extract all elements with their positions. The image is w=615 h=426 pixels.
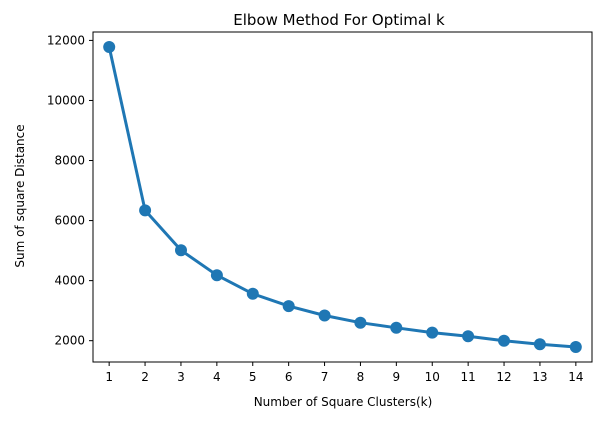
x-tick-label: 2 (141, 370, 149, 384)
data-point-k-3 (175, 244, 187, 257)
data-point-k-4 (210, 269, 223, 282)
x-tick-label: 10 (425, 370, 440, 384)
x-tick-label: 4 (213, 370, 221, 384)
y-tick-label: 10000 (47, 93, 85, 107)
y-tick-label: 8000 (54, 154, 85, 168)
data-point-k-10 (426, 326, 439, 339)
y-axis-ticks: 2000 4000 6000 8000 10000 12000 (47, 33, 93, 348)
x-tick-label: 14 (568, 370, 583, 384)
data-point-k-13 (533, 338, 546, 351)
x-tick-label: 6 (285, 370, 293, 384)
x-axis-ticks: 1 2 3 4 5 6 7 8 9 10 11 12 13 14 (105, 362, 583, 384)
x-tick-label: 3 (177, 370, 185, 384)
x-tick-label: 9 (393, 370, 401, 384)
data-point-k-6 (282, 300, 295, 313)
y-axis-label: Sum of square Distance (13, 124, 27, 267)
x-tick-label: 11 (461, 370, 476, 384)
y-tick-label: 6000 (54, 214, 85, 228)
x-tick-label: 5 (249, 370, 257, 384)
x-tick-label: 1 (105, 370, 113, 384)
x-tick-label: 13 (532, 370, 547, 384)
series-line (107, 45, 578, 349)
data-point-k-12 (498, 334, 510, 347)
plot-area-frame (92, 31, 593, 363)
y-tick-label: 12000 (47, 33, 85, 47)
y-tick-label: 2000 (54, 334, 85, 348)
x-tick-label: 7 (321, 370, 329, 384)
data-point-k-14 (569, 341, 582, 353)
series-points (103, 41, 582, 353)
x-tick-label: 8 (357, 370, 365, 384)
data-point-k-7 (318, 309, 331, 322)
data-point-k-9 (390, 321, 403, 334)
data-point-k-5 (246, 287, 259, 300)
data-point-k-1 (103, 41, 116, 53)
data-point-k-2 (139, 204, 152, 217)
y-tick-label: 4000 (54, 274, 85, 288)
x-tick-label: 12 (496, 370, 511, 384)
data-point-k-11 (462, 330, 475, 343)
chart-title: Elbow Method For Optimal k (233, 11, 445, 29)
x-axis-label: Number of Square Clusters(k) (254, 395, 433, 409)
data-point-k-8 (354, 316, 367, 329)
